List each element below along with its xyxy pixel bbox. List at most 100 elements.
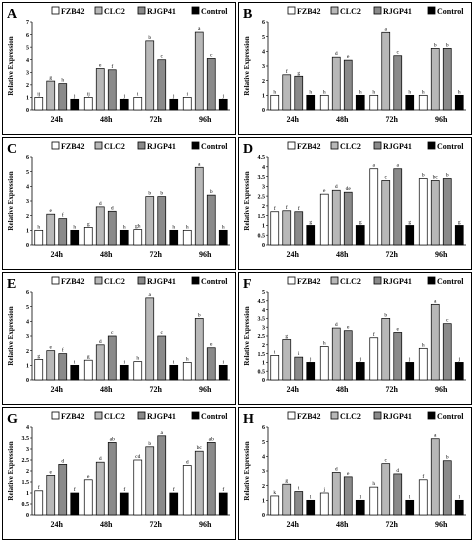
legend-label: RJGP41	[383, 142, 412, 151]
bar-clc2	[145, 40, 155, 111]
panel-c: C FZB42 CLC2 RJGP41 Control Relative Expressi…	[2, 137, 236, 270]
legend-label: FZB42	[297, 7, 321, 16]
bar-control	[355, 362, 365, 381]
bar-control	[218, 364, 228, 381]
legend-swatch	[373, 276, 382, 285]
bar-clc2	[46, 213, 56, 246]
y-tick-label: 1.5	[22, 480, 30, 486]
significance-letter: h	[222, 224, 225, 230]
bar-control	[119, 229, 129, 246]
legend-swatch	[191, 141, 200, 150]
legend-label: FZB42	[297, 277, 321, 286]
significance-letter: a	[198, 161, 201, 167]
x-tick-label: 24h	[51, 250, 64, 259]
legend-swatch	[137, 141, 146, 150]
bar-rjgp41	[58, 83, 68, 111]
bar-rjgp41	[393, 55, 403, 111]
bar-clc2	[145, 446, 155, 516]
bar-clc2	[194, 318, 204, 381]
significance-letter: b	[210, 189, 213, 195]
y-tick-label: 4	[262, 165, 265, 171]
legend-swatch	[94, 276, 103, 285]
significance-letter: e	[87, 474, 90, 480]
y-tick-label: 2.5	[258, 194, 266, 200]
legend-swatch	[330, 411, 339, 420]
y-tick-label: 0	[26, 243, 29, 249]
x-tick-label: 24h	[287, 385, 300, 394]
legend-label: RJGP41	[147, 7, 176, 16]
bar-clc2	[282, 74, 292, 111]
significance-letter: i	[74, 359, 76, 365]
significance-letter: bc	[433, 174, 439, 180]
bar-clc2	[381, 31, 391, 111]
bar-control	[405, 225, 415, 246]
x-tick-label: 72h	[386, 520, 399, 529]
significance-letter: a	[385, 26, 388, 32]
y-tick-label: 3.5	[258, 175, 266, 181]
significance-letter: ij	[37, 91, 41, 97]
legend-label: RJGP41	[383, 277, 412, 286]
x-tick-label: 72h	[386, 385, 399, 394]
significance-letter: j	[172, 93, 175, 99]
significance-letter: b	[384, 312, 387, 318]
bar-rjgp41	[294, 211, 304, 246]
bar-rjgp41	[157, 435, 167, 516]
significance-letter: f	[298, 205, 300, 212]
significance-letter: g	[87, 354, 90, 360]
bar-control	[306, 362, 316, 381]
significance-letter: i	[186, 91, 188, 97]
x-tick-label: 96h	[435, 115, 448, 124]
y-tick-label: 0.5	[258, 233, 266, 239]
significance-letter: f	[222, 486, 224, 493]
bar-fzb42	[182, 97, 192, 111]
significance-letter: c	[111, 330, 114, 336]
significance-letter: h	[309, 89, 312, 95]
y-tick-label: 0.5	[22, 502, 30, 508]
bar-rjgp41	[343, 191, 353, 246]
x-tick-label: 72h	[150, 385, 163, 394]
bar-clc2	[95, 206, 105, 246]
y-tick-label: 3	[26, 70, 29, 76]
y-axis-title: Relative Expression	[7, 36, 15, 95]
panel-letter: B	[243, 7, 252, 22]
legend-swatch	[427, 411, 436, 420]
bar-control	[355, 499, 365, 516]
bar-clc2	[282, 483, 292, 516]
significance-letter: g	[285, 334, 288, 340]
significance-letter: e	[50, 208, 53, 214]
bar-fzb42	[34, 490, 44, 516]
bar-rjgp41	[294, 75, 304, 111]
bar-rjgp41	[343, 476, 353, 516]
bar-rjgp41	[393, 473, 403, 516]
x-tick-label: 48h	[100, 250, 113, 259]
significance-letter: f	[123, 486, 125, 493]
bar-fzb42	[319, 94, 329, 111]
x-tick-label: 48h	[100, 520, 113, 529]
bar-control	[405, 94, 415, 111]
significance-letter: l	[409, 494, 411, 500]
panel-letter: D	[243, 142, 253, 157]
y-tick-label: 4	[26, 425, 29, 431]
bar-control	[119, 98, 129, 111]
bar-rjgp41	[206, 58, 216, 111]
bar-control	[119, 364, 129, 381]
y-tick-label: 2	[26, 214, 29, 220]
bar-clc2	[46, 350, 56, 381]
significance-letter: i	[173, 359, 175, 365]
y-tick-label: 1.5	[258, 214, 266, 220]
legend-label: CLC2	[104, 277, 125, 286]
bar-clc2	[194, 31, 204, 111]
bar-control	[119, 492, 129, 516]
y-tick-label: 4.5	[258, 155, 266, 161]
bar-rjgp41	[107, 69, 117, 111]
legend-swatch	[51, 411, 60, 420]
bar-control	[405, 499, 415, 516]
x-tick-label: 96h	[199, 385, 212, 394]
bar-clc2	[282, 339, 292, 381]
y-tick-label: 3	[262, 185, 265, 191]
y-tick-label: 1.5	[258, 352, 266, 358]
significance-letter: k	[273, 490, 276, 496]
y-tick-label: 0	[26, 108, 29, 114]
bar-rjgp41	[157, 59, 167, 111]
significance-letter: e	[347, 471, 350, 477]
